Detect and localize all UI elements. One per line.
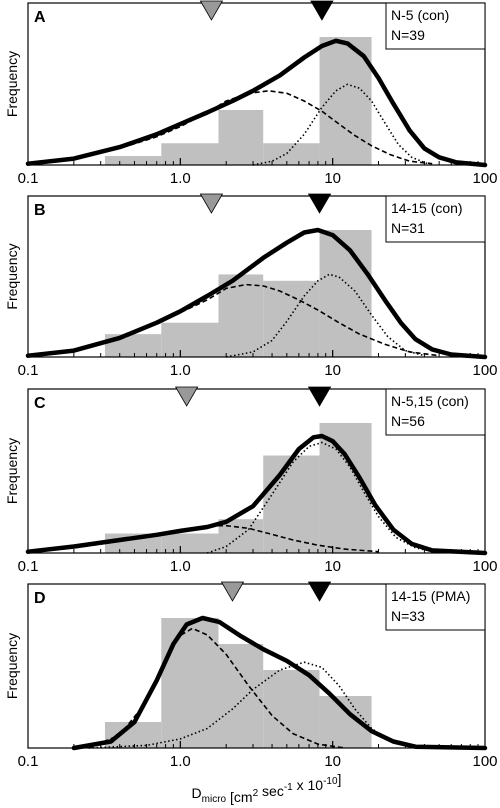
- fit-total-line: [71, 615, 488, 751]
- fit-total-line: [25, 38, 488, 168]
- x-tick-label: 10: [324, 362, 341, 379]
- x-tick-label: 10: [324, 170, 341, 187]
- histogram-bar-3: [263, 280, 320, 357]
- x-axis-label-part: -1: [284, 782, 293, 793]
- histogram-bar-1: [161, 322, 219, 357]
- info-text-line: N-5,15 (con): [391, 393, 469, 409]
- black-triangle-marker: [307, 193, 332, 214]
- gray-triangle-marker: [199, 0, 224, 21]
- y-axis-label: Frequency: [4, 633, 20, 699]
- histogram-bar-1: [161, 618, 219, 748]
- x-axis-label-part: sec: [258, 783, 284, 799]
- black-triangle-marker: [307, 386, 332, 407]
- x-tick-label: 100: [472, 753, 497, 770]
- x-axis-label-part: 2: [253, 788, 259, 799]
- x-tick-label: 0.1: [18, 558, 39, 575]
- info-text-line: N=31: [391, 220, 425, 236]
- plot-frame: [27, 388, 486, 554]
- info-text-line: N=39: [391, 27, 425, 43]
- x-tick-label: 1.0: [170, 753, 191, 770]
- info-box: [385, 583, 486, 631]
- black-triangle-marker: [307, 581, 332, 602]
- info-text-line: N=56: [391, 413, 425, 429]
- fit-component-2-line: [206, 441, 440, 554]
- histogram-bar-1: [161, 143, 219, 165]
- x-tick-label: 10: [324, 558, 341, 575]
- x-tick-label: 10: [324, 753, 341, 770]
- x-tick-label: 1.0: [170, 362, 191, 379]
- panel-D: 0.1 1.0 10 100 D Frequency 14-15 (PMA) N=33: [4, 581, 498, 770]
- plot-frame: [27, 195, 486, 358]
- x-axis-label: Dmicro [cm2 sec-1 x 10-10]: [192, 771, 342, 805]
- x-tick-label: 100: [472, 558, 497, 575]
- x-tick-label: 0.1: [18, 753, 39, 770]
- x-axis-label-part: [cm: [226, 789, 252, 805]
- panel-C: 0.1 1.0 10 100 C Frequency N-5,15 (con) N=56: [4, 386, 498, 575]
- y-axis-label: Frequency: [4, 51, 20, 117]
- black-triangle-marker: [310, 0, 334, 21]
- info-text-line: 14-15 (PMA): [391, 588, 470, 604]
- panel-B: 0.1 1.0 10 100 B Frequency 14-15 (con) N=31: [4, 193, 498, 379]
- x-axis-label-part: ]: [338, 771, 342, 787]
- histogram-bar-2: [218, 109, 264, 165]
- x-axis-label-part: x 10: [293, 777, 324, 793]
- panel-letter: C: [34, 395, 46, 412]
- info-text-line: N-5 (con): [391, 7, 449, 23]
- histogram-bar-1: [161, 533, 219, 553]
- fit-total-line: [25, 433, 488, 556]
- histogram-bar-0: [104, 156, 162, 165]
- info-box: [385, 388, 486, 436]
- plot-frame: [27, 583, 486, 749]
- panel-letter: B: [34, 202, 46, 219]
- x-tick-label: 100: [472, 170, 497, 187]
- gray-triangle-marker: [174, 386, 199, 407]
- histogram-bar-2: [218, 519, 264, 553]
- panel-A: 0.1 1.0 10 100 A Frequency N-5 (con) N=39: [4, 0, 498, 187]
- x-axis-label-part: D: [192, 785, 202, 801]
- x-axis-label-part: micro: [202, 794, 227, 805]
- plot-frame: [27, 2, 486, 166]
- info-text-line: N=33: [391, 608, 425, 624]
- info-text-line: 14-15 (con): [391, 200, 463, 216]
- histogram-bar-3: [263, 670, 320, 748]
- info-box: [385, 195, 486, 243]
- gray-triangle-marker: [199, 193, 224, 214]
- histogram-bar-3: [263, 143, 320, 165]
- panel-letter: D: [34, 590, 46, 607]
- x-tick-label: 1.0: [170, 558, 191, 575]
- x-tick-label: 0.1: [18, 362, 39, 379]
- y-axis-label: Frequency: [4, 438, 20, 504]
- histogram-bar-0: [104, 722, 162, 748]
- histogram-bar-3: [263, 455, 320, 553]
- panel-letter: A: [34, 9, 46, 26]
- y-axis-label: Frequency: [4, 243, 20, 309]
- fit-component-2-line: [226, 273, 425, 358]
- x-tick-label: 100: [472, 362, 497, 379]
- x-tick-label: 0.1: [18, 170, 39, 187]
- fit-component-2-line: [88, 661, 410, 749]
- x-axis-label-part: -10: [323, 776, 338, 787]
- histogram-bar-4: [319, 696, 372, 748]
- gray-triangle-marker: [220, 581, 245, 602]
- fit-total-line: [25, 227, 488, 360]
- x-tick-label: 1.0: [170, 170, 191, 187]
- info-box: [385, 2, 486, 50]
- fit-component-2-line: [252, 83, 428, 166]
